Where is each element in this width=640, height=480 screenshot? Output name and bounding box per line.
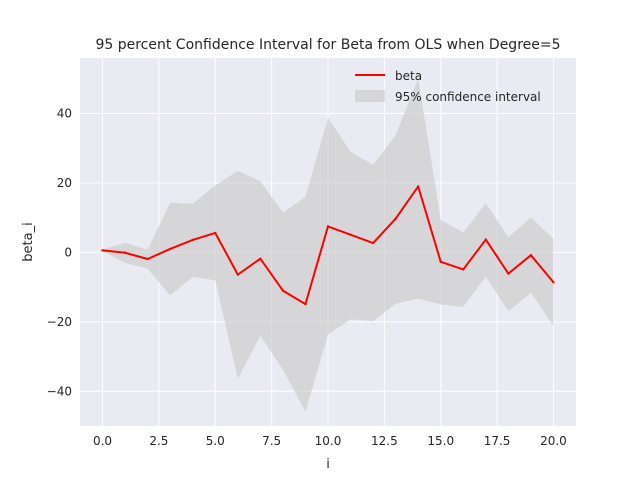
beta-point bbox=[236, 273, 240, 276]
legend: beta 95% confidence interval bbox=[355, 69, 541, 104]
x-tick-label: 10.0 bbox=[315, 434, 342, 448]
beta-point bbox=[304, 302, 307, 306]
x-tick-label: 0.0 bbox=[93, 434, 112, 448]
x-tick-labels: 0.0 2.5 5.0 7.5 10.0 12.5 15.0 17.5 20.0 bbox=[93, 434, 567, 448]
beta-point bbox=[281, 289, 285, 292]
beta-point bbox=[259, 257, 262, 260]
beta-point bbox=[214, 231, 217, 235]
series-layer bbox=[101, 185, 555, 306]
beta-point bbox=[552, 281, 555, 284]
legend-beta-label: beta bbox=[395, 69, 422, 83]
x-tick-label: 12.5 bbox=[371, 434, 398, 448]
beta-point bbox=[123, 251, 127, 254]
beta-point bbox=[349, 233, 352, 236]
y-tick-labels: −40 −20 0 20 40 bbox=[47, 107, 72, 399]
x-tick-label: 15.0 bbox=[427, 434, 454, 448]
legend-band-label: 95% confidence interval bbox=[395, 90, 541, 104]
y-tick-label: 40 bbox=[57, 107, 72, 121]
beta-point bbox=[507, 272, 510, 275]
x-tick-label: 20.0 bbox=[540, 434, 567, 448]
x-tick-label: 7.5 bbox=[262, 434, 281, 448]
x-axis-label: i bbox=[326, 457, 330, 472]
y-tick-label: −40 bbox=[47, 384, 72, 398]
y-tick-label: 0 bbox=[64, 245, 72, 259]
beta-point bbox=[371, 241, 375, 245]
confidence-band bbox=[102, 78, 554, 412]
legend-band-swatch bbox=[355, 90, 385, 102]
beta-point bbox=[529, 253, 533, 257]
y-axis-label: beta_i bbox=[21, 222, 36, 261]
y-tick-label: −20 bbox=[47, 315, 72, 329]
confidence-band-layer bbox=[102, 78, 554, 412]
x-tick-label: 2.5 bbox=[149, 434, 168, 448]
y-tick-label: 20 bbox=[57, 176, 72, 190]
x-tick-label: 5.0 bbox=[206, 434, 225, 448]
beta-point bbox=[101, 249, 104, 252]
beta-point bbox=[168, 247, 172, 251]
beta-point bbox=[462, 268, 465, 271]
beta-point bbox=[146, 257, 149, 261]
beta-point bbox=[326, 225, 330, 228]
beta-point bbox=[191, 238, 194, 242]
beta-point bbox=[484, 238, 488, 241]
chart-title: 95 percent Confidence Interval for Beta … bbox=[95, 37, 560, 53]
beta-point bbox=[416, 185, 420, 188]
beta-point bbox=[439, 260, 442, 263]
beta-point bbox=[394, 217, 397, 220]
x-tick-label: 17.5 bbox=[484, 434, 511, 448]
